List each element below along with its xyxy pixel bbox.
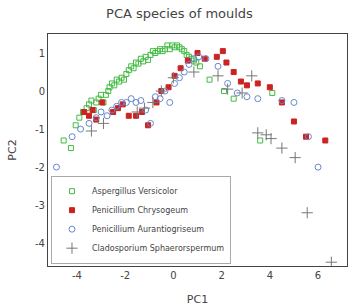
svg-text:-2: -2 (35, 162, 45, 173)
svg-text:-4: -4 (35, 238, 45, 249)
svg-text:PC1: PC1 (187, 293, 208, 306)
svg-text:Penicillium Chrysogeum: Penicillium Chrysogeum (92, 206, 188, 215)
svg-text:2: 2 (218, 270, 224, 281)
svg-text:Cladosporium Sphaerorspermum: Cladosporium Sphaerorspermum (92, 244, 224, 253)
svg-text:6: 6 (315, 270, 321, 281)
svg-text:0: 0 (170, 270, 176, 281)
svg-text:1: 1 (39, 48, 45, 59)
svg-text:-3: -3 (35, 200, 45, 211)
svg-text:Aspergillus Versicolor: Aspergillus Versicolor (92, 187, 178, 196)
svg-text:Penicillium Aurantiogriseum: Penicillium Aurantiogriseum (92, 225, 204, 234)
svg-text:PCA species of moulds: PCA species of moulds (106, 6, 253, 21)
svg-text:4: 4 (267, 270, 273, 281)
svg-text:PC2: PC2 (6, 139, 19, 160)
svg-text:-2: -2 (120, 270, 130, 281)
svg-text:0: 0 (39, 86, 45, 97)
svg-text:-1: -1 (35, 124, 45, 135)
svg-text:-4: -4 (72, 270, 82, 281)
